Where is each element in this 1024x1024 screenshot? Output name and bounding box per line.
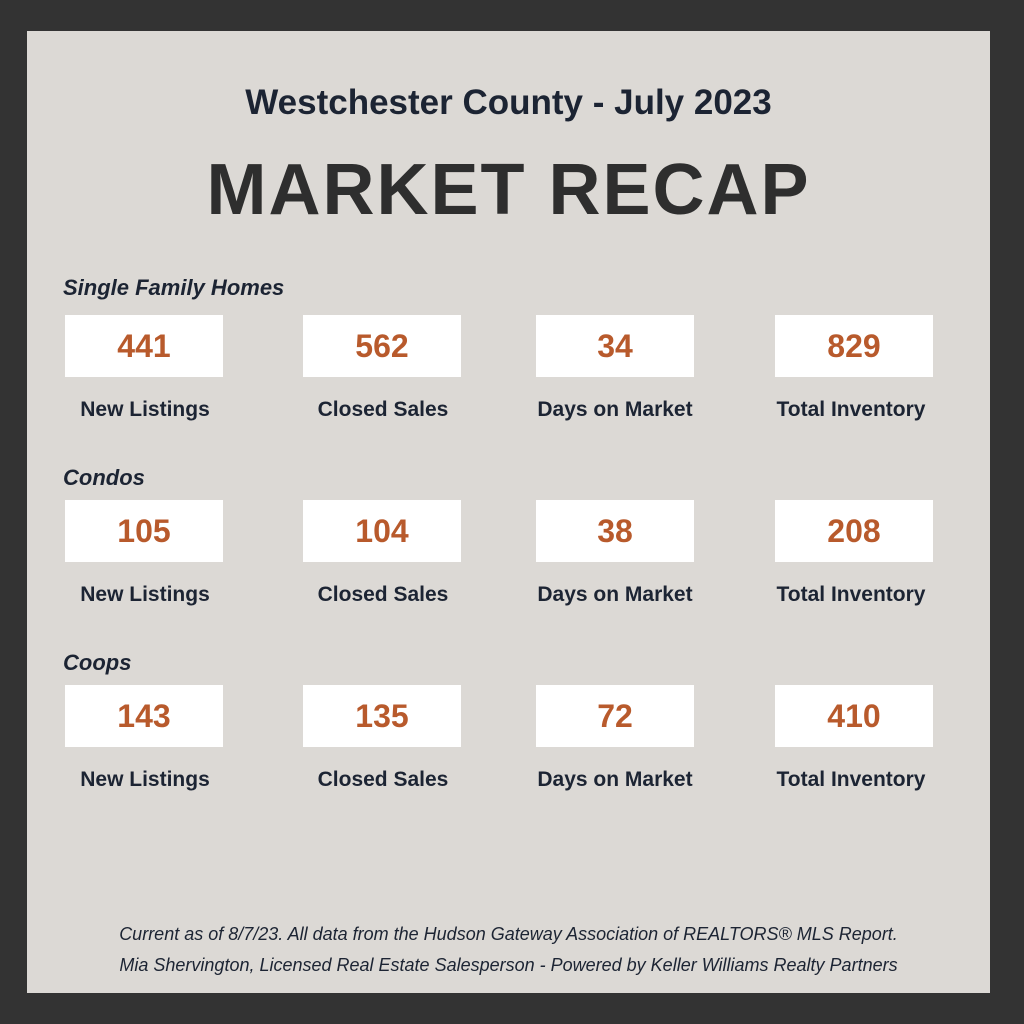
stat-label: New Listings	[80, 398, 210, 421]
stat-label: Days on Market	[537, 583, 693, 606]
stat-value: 143	[65, 685, 223, 747]
section-label-coops: Coops	[63, 650, 132, 675]
stat-label: New Listings	[80, 583, 210, 606]
stat-value: 72	[536, 685, 694, 747]
recap-panel: Westchester County - July 2023 MARKET RE…	[27, 31, 990, 993]
stat-label: Total Inventory	[776, 398, 926, 421]
section-label-single-family: Single Family Homes	[63, 275, 285, 300]
stat-value: 562	[303, 315, 461, 377]
footer-credit: Mia Shervington, Licensed Real Estate Sa…	[119, 955, 898, 975]
stat-value: 104	[303, 500, 461, 562]
section-label-condos: Condos	[63, 465, 145, 490]
stat-label: Closed Sales	[317, 768, 449, 791]
stat-value: 829	[775, 315, 933, 377]
stat-label: Total Inventory	[776, 768, 926, 791]
stat-label: Closed Sales	[317, 398, 449, 421]
stat-value: 105	[65, 500, 223, 562]
stat-label: Total Inventory	[776, 583, 926, 606]
footer-source-note: Current as of 8/7/23. All data from the …	[119, 924, 898, 944]
stat-value: 441	[65, 315, 223, 377]
stat-value: 410	[775, 685, 933, 747]
stat-value: 38	[536, 500, 694, 562]
stat-value: 135	[303, 685, 461, 747]
stat-label: New Listings	[80, 768, 210, 791]
stat-label: Closed Sales	[317, 583, 449, 606]
stat-value: 34	[536, 315, 694, 377]
stat-value: 208	[775, 500, 933, 562]
page-subtitle: Westchester County - July 2023	[245, 83, 772, 122]
stat-label: Days on Market	[537, 768, 693, 791]
stat-label: Days on Market	[537, 398, 693, 421]
page-title: MARKET RECAP	[206, 150, 811, 230]
